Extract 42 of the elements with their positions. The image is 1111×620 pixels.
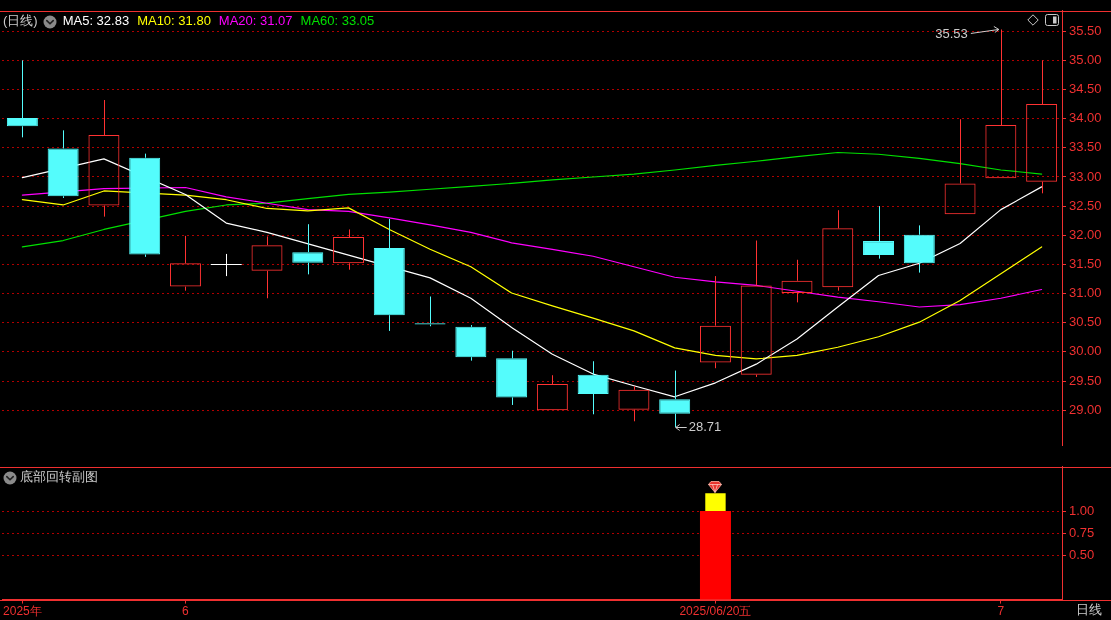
y-tick-label: 31.50 (1069, 256, 1102, 272)
y-tick-label: 32.00 (1069, 226, 1102, 242)
y-tick-label: 31.00 (1069, 285, 1102, 301)
text: 日线 (1076, 602, 1102, 618)
candlestick (292, 223, 324, 275)
annotation: 28.71 (688, 419, 722, 435)
candlestick (6, 59, 38, 138)
y-tick-label: 33.50 (1069, 139, 1102, 155)
candlestick (455, 324, 487, 362)
y-tick-label: 0.75 (1069, 524, 1095, 540)
y-tick-label: 34.00 (1069, 110, 1102, 126)
y-tick-label: 1.00 (1069, 502, 1095, 518)
candlestick (47, 129, 79, 199)
x-tick-label: 7 (997, 604, 1005, 619)
y-tick-label: 35.00 (1069, 51, 1102, 67)
candlestick (373, 218, 405, 332)
y-tick-label: 30.50 (1069, 314, 1102, 330)
text: MA10: 31.80 (137, 13, 211, 29)
candlestick (577, 360, 609, 415)
y-tick-label: 30.00 (1069, 343, 1102, 359)
y-tick-label: 0.50 (1069, 546, 1095, 562)
text: MA5: 32.83 (62, 13, 130, 29)
candlestick (496, 350, 528, 406)
chart-title: 底部回转副图 (20, 469, 98, 485)
candlestick (659, 370, 691, 428)
y-tick-label: 33.00 (1069, 168, 1102, 184)
x-tick-label: 2025年 (3, 604, 42, 619)
y-tick-label: 29.00 (1069, 401, 1102, 417)
candlestick (129, 153, 161, 258)
candlestick (903, 224, 935, 274)
x-tick-label: 2025/06/20五 (679, 604, 752, 619)
chart-title: (日线) (3, 13, 38, 29)
text: MA20: 31.07 (218, 13, 293, 29)
candlestick (863, 205, 895, 260)
y-tick-label: 29.50 (1069, 372, 1102, 388)
candlestick (210, 253, 243, 277)
y-tick-label: 34.50 (1069, 81, 1102, 97)
y-tick-label: 32.50 (1069, 197, 1102, 213)
annotation: 35.53 (935, 26, 968, 42)
x-tick-label: 6 (182, 604, 190, 619)
text: MA60: 33.05 (300, 13, 375, 29)
y-tick-label: 35.50 (1069, 22, 1102, 38)
